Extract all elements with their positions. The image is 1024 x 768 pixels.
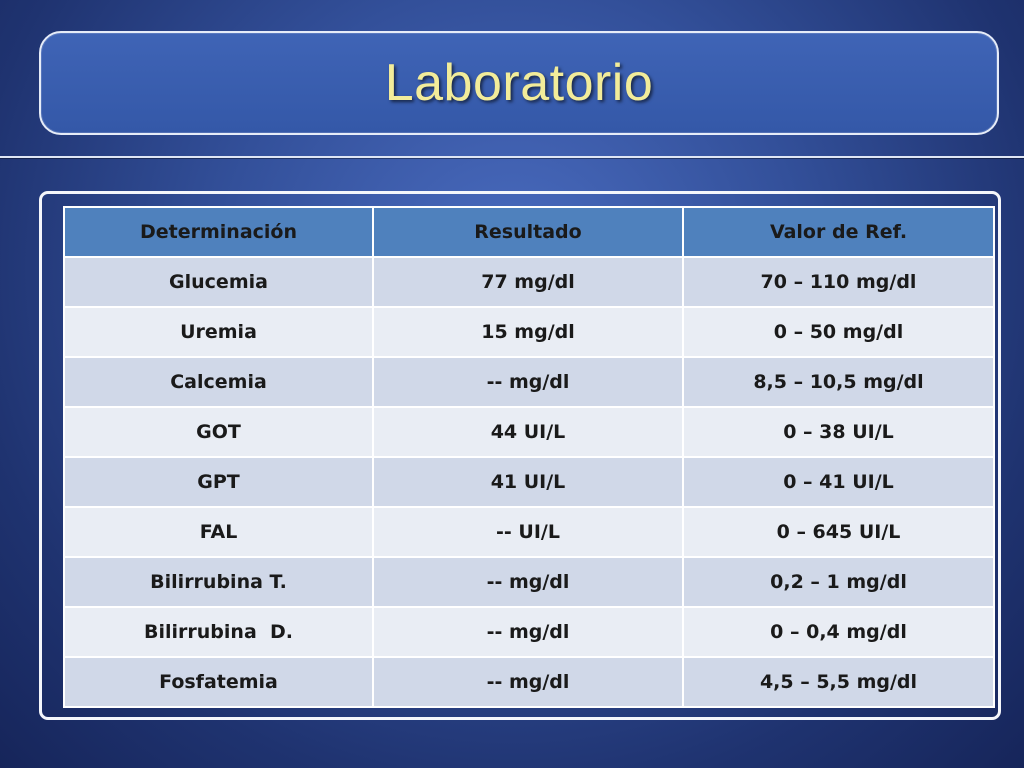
- table-row: GOT 44 UI/L 0 – 38 UI/L: [63, 406, 995, 458]
- cell-determinacion: Uremia: [63, 306, 374, 358]
- cell-valor-ref: 70 – 110 mg/dl: [682, 256, 995, 308]
- cell-determinacion: GPT: [63, 456, 374, 508]
- header-determinacion: Determinación: [63, 206, 374, 258]
- cell-resultado: 44 UI/L: [372, 406, 684, 458]
- header-resultado: Resultado: [372, 206, 684, 258]
- cell-determinacion: Calcemia: [63, 356, 374, 408]
- cell-valor-ref: 0 – 41 UI/L: [682, 456, 995, 508]
- lab-results-table: Determinación Resultado Valor de Ref. Gl…: [63, 206, 995, 708]
- cell-resultado: 15 mg/dl: [372, 306, 684, 358]
- table-header-row: Determinación Resultado Valor de Ref.: [63, 206, 995, 258]
- table-row: Uremia 15 mg/dl 0 – 50 mg/dl: [63, 306, 995, 358]
- table-row: Bilirrubina T. -- mg/dl 0,2 – 1 mg/dl: [63, 556, 995, 608]
- cell-determinacion: Fosfatemia: [63, 656, 374, 708]
- title-divider: [0, 156, 1024, 158]
- table-row: FAL -- UI/L 0 – 645 UI/L: [63, 506, 995, 558]
- cell-determinacion: Bilirrubina D.: [63, 606, 374, 658]
- cell-valor-ref: 0 – 0,4 mg/dl: [682, 606, 995, 658]
- cell-resultado: -- mg/dl: [372, 556, 684, 608]
- table-row: Bilirrubina D. -- mg/dl 0 – 0,4 mg/dl: [63, 606, 995, 658]
- cell-resultado: 41 UI/L: [372, 456, 684, 508]
- table-row: Calcemia -- mg/dl 8,5 – 10,5 mg/dl: [63, 356, 995, 408]
- cell-determinacion: Bilirrubina T.: [63, 556, 374, 608]
- cell-resultado: -- mg/dl: [372, 656, 684, 708]
- cell-resultado: -- mg/dl: [372, 356, 684, 408]
- cell-resultado: 77 mg/dl: [372, 256, 684, 308]
- slide-title: Laboratorio: [384, 54, 654, 112]
- cell-valor-ref: 0 – 50 mg/dl: [682, 306, 995, 358]
- cell-valor-ref: 0 – 645 UI/L: [682, 506, 995, 558]
- title-banner: Laboratorio: [39, 31, 999, 135]
- table-row: Fosfatemia -- mg/dl 4,5 – 5,5 mg/dl: [63, 656, 995, 708]
- header-valor-ref: Valor de Ref.: [682, 206, 995, 258]
- cell-resultado: -- UI/L: [372, 506, 684, 558]
- cell-determinacion: FAL: [63, 506, 374, 558]
- cell-valor-ref: 0,2 – 1 mg/dl: [682, 556, 995, 608]
- cell-valor-ref: 0 – 38 UI/L: [682, 406, 995, 458]
- cell-valor-ref: 4,5 – 5,5 mg/dl: [682, 656, 995, 708]
- table-frame: [39, 191, 1001, 720]
- cell-determinacion: GOT: [63, 406, 374, 458]
- cell-determinacion: Glucemia: [63, 256, 374, 308]
- cell-valor-ref: 8,5 – 10,5 mg/dl: [682, 356, 995, 408]
- table-row: GPT 41 UI/L 0 – 41 UI/L: [63, 456, 995, 508]
- cell-resultado: -- mg/dl: [372, 606, 684, 658]
- table-row: Glucemia 77 mg/dl 70 – 110 mg/dl: [63, 256, 995, 308]
